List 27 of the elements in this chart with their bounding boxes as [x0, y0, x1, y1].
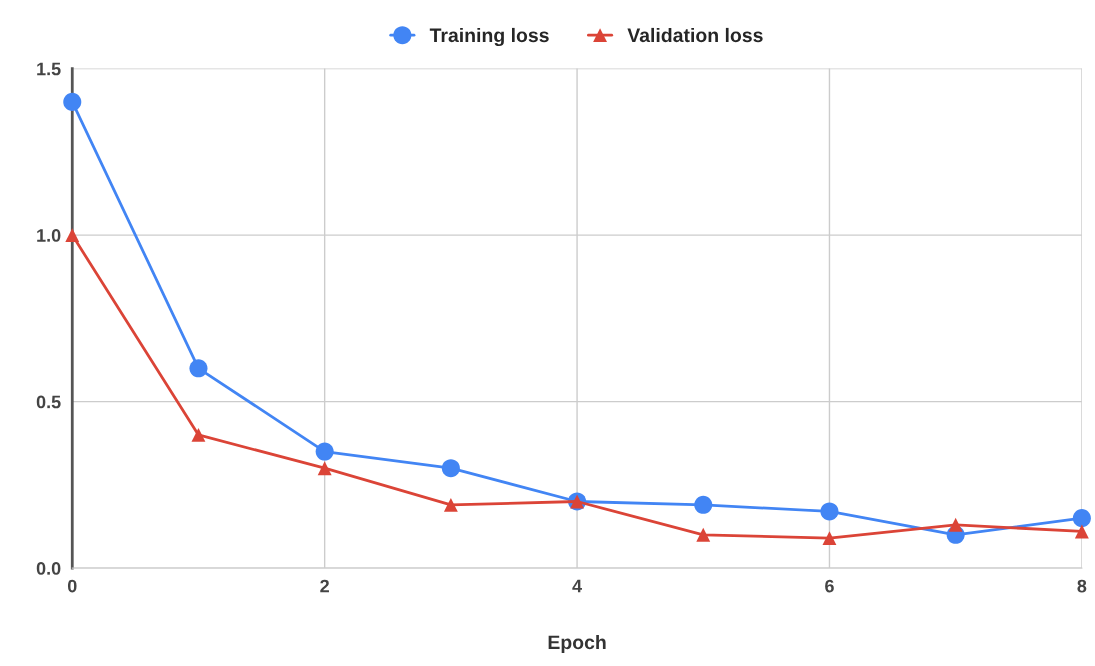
- point: [1072, 509, 1091, 528]
- point: [65, 228, 80, 243]
- point: [317, 461, 332, 476]
- y-tick-label: 1.0: [37, 229, 61, 242]
- x-tick-label: 2: [320, 579, 329, 593]
- x-tick-label: 4: [572, 579, 582, 593]
- y-tick-label: 1.5: [37, 62, 61, 76]
- point: [948, 517, 963, 532]
- x-tick-label: 8: [1077, 579, 1087, 593]
- point: [441, 459, 460, 478]
- point: [820, 502, 839, 521]
- point: [191, 427, 206, 442]
- point: [63, 92, 82, 111]
- point: [1074, 524, 1089, 539]
- point: [189, 359, 208, 378]
- x-tick-label: 0: [67, 579, 77, 593]
- legend-label: Training loss: [429, 27, 549, 47]
- x-axis-title: Epoch: [548, 634, 606, 654]
- legend-label: Validation loss: [627, 27, 763, 43]
- point: [443, 497, 458, 512]
- point: [822, 531, 837, 546]
- point: [696, 527, 711, 542]
- x-tick-label: 6: [825, 579, 834, 593]
- point: [315, 442, 334, 461]
- point: [694, 495, 713, 514]
- y-tick-label: 0.5: [36, 395, 61, 409]
- y-tick-label: 0.0: [36, 562, 61, 575]
